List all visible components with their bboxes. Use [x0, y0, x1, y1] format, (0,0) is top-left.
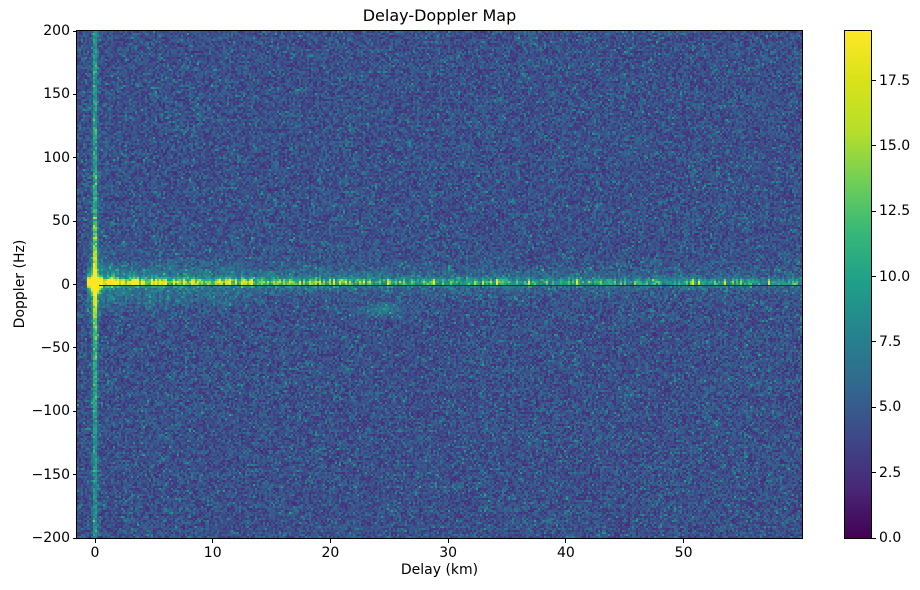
colorbar-tick-mark: [872, 80, 876, 82]
colorbar-tick-mark: [872, 210, 876, 212]
y-axis-label: Doppler (Hz): [12, 239, 28, 329]
colorbar-tick-label: 10.0: [879, 268, 911, 285]
chart-title: Delay-Doppler Map: [362, 6, 517, 25]
y-tick-label: −50: [40, 339, 70, 356]
colorbar-tick-mark: [872, 537, 876, 539]
y-tick-label: −200: [31, 530, 70, 546]
x-tick-mark: [329, 539, 331, 543]
colorbar: [844, 30, 872, 539]
y-tick-label: 150: [43, 86, 70, 103]
y-tick-mark: [72, 474, 76, 476]
colorbar-tick-label: 12.5: [879, 203, 911, 220]
colorbar-tick-mark: [872, 406, 876, 408]
colorbar-tick-mark: [872, 472, 876, 474]
colorbar-tick-label: 15.0: [879, 137, 911, 154]
heatmap-image: [77, 31, 802, 538]
colorbar-tick-mark: [872, 341, 876, 343]
y-tick-mark: [72, 410, 76, 412]
colorbar-tick-mark: [872, 276, 876, 278]
y-tick-label: 100: [43, 149, 70, 166]
x-tick-mark: [565, 539, 567, 543]
colorbar-tick-label: 5.0: [879, 399, 902, 416]
heatmap-plot-area: [76, 30, 803, 539]
colorbar-tick-label: 17.5: [879, 72, 911, 89]
colorbar-tick-mark: [872, 145, 876, 147]
y-tick-mark: [72, 537, 76, 539]
y-tick-label: 0: [61, 276, 70, 293]
y-tick-label: 50: [52, 213, 70, 230]
y-tick-mark: [72, 93, 76, 95]
x-tick-mark: [447, 539, 449, 543]
y-tick-mark: [72, 347, 76, 349]
y-tick-mark: [72, 220, 76, 222]
colorbar-tick-label: 7.5: [879, 333, 902, 350]
y-tick-mark: [72, 284, 76, 285]
y-tick-label: −150: [31, 466, 70, 483]
x-tick-label: 20: [321, 545, 340, 561]
x-tick-label: 0: [90, 545, 100, 561]
x-tick-label: 30: [439, 545, 458, 561]
x-axis-label: Delay (km): [400, 562, 479, 578]
x-tick-mark: [212, 539, 214, 543]
x-tick-mark: [94, 539, 96, 543]
y-tick-mark: [72, 30, 76, 32]
x-tick-mark: [683, 539, 685, 543]
colorbar-tick-label: 2.5: [879, 464, 902, 481]
y-tick-label: −100: [31, 403, 70, 420]
x-tick-label: 10: [203, 545, 222, 561]
x-tick-label: 40: [556, 545, 575, 561]
y-tick-label: 200: [43, 23, 70, 39]
colorbar-tick-label: 0.0: [879, 530, 902, 546]
x-tick-label: 50: [674, 545, 693, 561]
y-tick-mark: [72, 157, 76, 159]
